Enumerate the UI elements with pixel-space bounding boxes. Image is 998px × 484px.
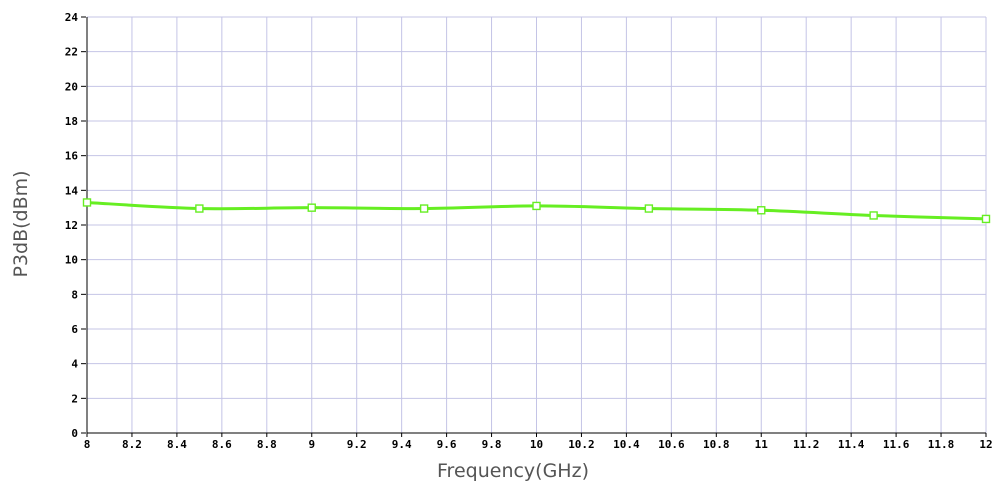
x-tick-label: 10.4 (613, 438, 640, 451)
x-tick-label: 11.4 (838, 438, 865, 451)
x-tick-label: 11 (755, 438, 769, 451)
data-point-marker (644, 204, 654, 213)
x-tick-label: 10.6 (658, 438, 685, 451)
data-point-marker (195, 204, 204, 213)
y-tick-label: 8 (71, 288, 78, 301)
series-markers (82, 198, 991, 224)
y-tick-label: 2 (71, 392, 78, 405)
data-point-marker (757, 206, 766, 215)
y-axis-title: P3dB(dBm) (10, 170, 32, 277)
x-tick-label: 9.4 (392, 438, 412, 451)
x-axis-title: Frequency(GHz) (437, 460, 589, 482)
x-tick-label: 8.4 (167, 438, 187, 451)
data-point-marker (82, 198, 92, 207)
y-tick-label: 18 (65, 115, 78, 128)
data-point-marker (981, 214, 991, 224)
x-tick-label: 11.8 (928, 438, 955, 451)
x-tick-label: 10.8 (703, 438, 730, 451)
x-tick-label: 9.8 (482, 438, 502, 451)
y-tick-label: 22 (65, 46, 78, 59)
y-tick-label: 6 (71, 323, 78, 336)
x-tick-label: 9.2 (347, 438, 367, 451)
data-point-marker (869, 211, 878, 220)
x-tick-label: 8.6 (212, 438, 232, 451)
data-point-marker (307, 203, 316, 212)
y-tick-label: 12 (65, 219, 78, 232)
x-tick-label: 9 (308, 438, 315, 451)
grid-lines (86, 16, 987, 434)
data-point-marker (532, 201, 541, 211)
x-tick-label: 12 (979, 438, 992, 451)
x-tick-label: 10 (530, 438, 543, 451)
x-tick-label: 10.2 (568, 438, 595, 451)
y-tick-label: 0 (71, 427, 78, 440)
x-tick-label: 11.2 (793, 438, 820, 451)
y-tick-label: 24 (65, 11, 79, 24)
y-tick-label: 10 (65, 254, 78, 267)
data-point-marker (419, 204, 429, 213)
x-tick-label: 9.6 (437, 438, 457, 451)
x-tick-label: 11.6 (883, 438, 910, 451)
x-tick-label: 8 (84, 438, 91, 451)
y-tick-label: 20 (65, 80, 78, 93)
y-tick-label: 14 (65, 184, 79, 197)
x-axis-ticks: 8 8.2 8.4 8.6 8.8 9 9.2 9.4 9.6 9.8 10 10.2 10.4 10.6… (84, 433, 993, 451)
y-tick-label: 4 (71, 358, 78, 371)
y-tick-label: 16 (65, 150, 79, 163)
x-tick-label: 8.8 (257, 438, 277, 451)
x-tick-label: 8.2 (122, 438, 142, 451)
